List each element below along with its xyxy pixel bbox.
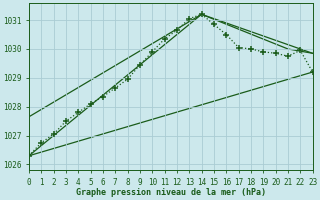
X-axis label: Graphe pression niveau de la mer (hPa): Graphe pression niveau de la mer (hPa) [76,188,266,197]
